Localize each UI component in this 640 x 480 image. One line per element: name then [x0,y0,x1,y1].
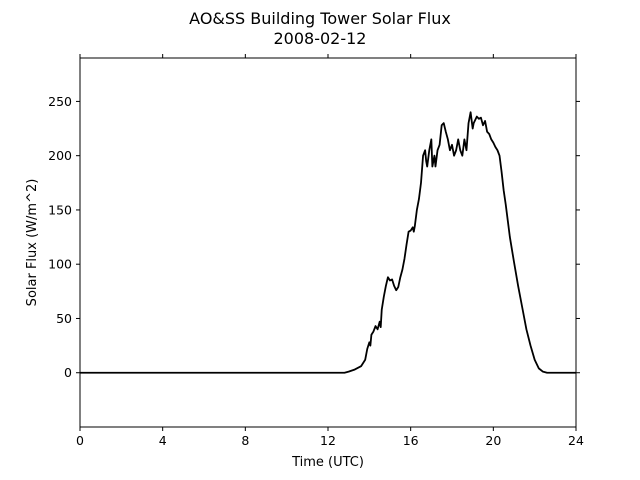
x-tick-label: 20 [485,433,501,448]
y-tick-label: 0 [64,365,72,380]
x-tick-label: 8 [241,433,249,448]
y-tick-label: 250 [48,94,72,109]
chart-subtitle: 2008-02-12 [274,29,367,48]
plot-frame [79,57,577,428]
y-tick-label: 150 [48,202,72,217]
ticks-layer: 0 4 8 12 16 20 24 0 50 100 150 200 250 [48,54,584,448]
y-tick-label: 50 [56,311,72,326]
x-tick-label: 24 [568,433,584,448]
solar-flux-line [80,111,576,374]
x-axis-label: Time (UTC) [291,455,364,470]
chart-title: AO&SS Building Tower Solar Flux [189,9,451,28]
y-axis-label: Solar Flux (W/m^2) [25,179,40,307]
x-tick-label: 12 [320,433,336,448]
x-tick-label: 0 [76,433,84,448]
x-tick-label: 4 [159,433,167,448]
y-tick-label: 200 [48,148,72,163]
x-tick-label: 16 [403,433,419,448]
y-tick-label: 100 [48,257,72,272]
